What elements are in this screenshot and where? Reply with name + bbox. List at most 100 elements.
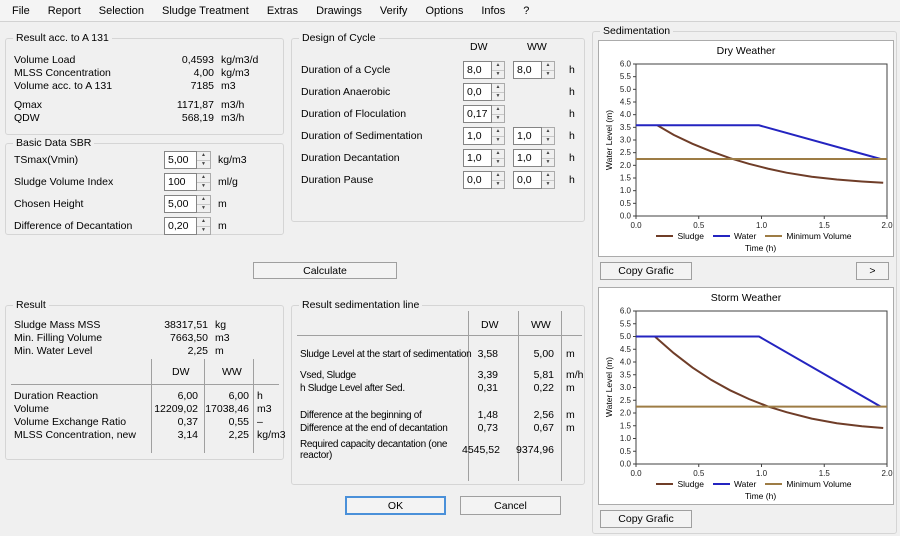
sedimentation-ww-input[interactable] xyxy=(513,127,542,145)
menu-extras[interactable]: Extras xyxy=(266,4,299,17)
spin-up-icon[interactable]: ▲ xyxy=(542,150,554,159)
next-grafic-button[interactable]: > xyxy=(856,262,889,280)
menu-report[interactable]: Report xyxy=(47,4,81,17)
menu-sludge-treatment[interactable]: Sludge Treatment xyxy=(162,4,249,17)
group-title: Result sedimentation line xyxy=(299,299,423,311)
menu-options[interactable]: Options xyxy=(425,4,464,17)
dw-value: 0,31 xyxy=(477,382,498,394)
sedimentation-dw-input[interactable] xyxy=(463,127,492,145)
cycle-dw-input[interactable] xyxy=(463,61,492,79)
result-table-row: Volume 12209,02 17038,46 m3 xyxy=(14,403,272,415)
copy-grafic-top-button[interactable]: Copy Grafic xyxy=(600,262,692,280)
decantation-dw-input[interactable] xyxy=(463,149,492,167)
menu-verify[interactable]: Verify xyxy=(379,4,408,17)
spin-down-icon[interactable]: ▼ xyxy=(545,180,551,187)
legend-item: Sludge xyxy=(656,231,704,241)
svg-text:1.0: 1.0 xyxy=(620,186,632,195)
spin-up-icon[interactable]: ▲ xyxy=(197,218,210,227)
spin-down-icon[interactable]: ▼ xyxy=(201,226,206,233)
spin-up-icon[interactable]: ▲ xyxy=(492,150,504,159)
dw-value: 4545,52 xyxy=(462,444,500,456)
spin-up-icon[interactable]: ▲ xyxy=(492,128,504,137)
basic-row-height: Chosen Height ▲▼ m xyxy=(6,195,283,213)
pause-dw-spin-edit: ▲▼ xyxy=(463,171,505,189)
svg-text:3.5: 3.5 xyxy=(620,123,632,132)
spin-up-icon[interactable]: ▲ xyxy=(197,174,210,183)
unit: kg/m3 xyxy=(257,429,286,441)
spin-down-icon[interactable]: ▼ xyxy=(201,160,206,167)
legend-dash-icon xyxy=(656,483,674,485)
menu-drawings[interactable]: Drawings xyxy=(316,4,362,17)
height-input[interactable] xyxy=(164,195,197,213)
spin-up-icon[interactable]: ▲ xyxy=(197,152,210,161)
sed-table-row: Vsed, Sludge 3,39 5,81 m/h xyxy=(300,369,584,381)
ok-button[interactable]: OK xyxy=(345,496,446,515)
anaerobic-dw-input[interactable] xyxy=(463,83,492,101)
result-row-sludge-mass: Sludge Mass MSS 38317,51 kg xyxy=(14,319,227,331)
spin-down-icon[interactable]: ▼ xyxy=(545,136,551,143)
svg-text:5.0: 5.0 xyxy=(620,332,632,341)
legend-label: Minimum Volume xyxy=(786,231,852,241)
ww-value: 9374,96 xyxy=(516,444,554,456)
spin-up-icon[interactable]: ▲ xyxy=(492,106,504,115)
copy-grafic-bottom-button[interactable]: Copy Grafic xyxy=(600,510,692,528)
spin-up-icon[interactable]: ▲ xyxy=(492,84,504,93)
spin-up-icon[interactable]: ▲ xyxy=(197,196,210,205)
unit: h xyxy=(569,174,575,186)
spin-up-icon[interactable]: ▲ xyxy=(542,62,554,71)
decantation-ww-input[interactable] xyxy=(513,149,542,167)
spin-down-icon[interactable]: ▼ xyxy=(495,180,501,187)
svg-text:6.0: 6.0 xyxy=(620,60,632,69)
value: 568,19 xyxy=(181,112,214,124)
dw-value: 0,37 xyxy=(177,416,198,428)
dry-weather-plot: 0.0 0.5 1.0 1.5 2.0 2.5 3.0 3.5 4.0 4.5 5.0 5.5 6.0 0… xyxy=(620,60,893,231)
cycle-ww-input[interactable] xyxy=(513,61,542,79)
menu-infos[interactable]: Infos xyxy=(481,4,506,17)
chart-storm-weather: Storm Weather Water Level (m) 0.0 0.5 1.0 1… xyxy=(598,287,894,505)
spin-down-icon[interactable]: ▼ xyxy=(495,114,501,121)
svg-text:1.0: 1.0 xyxy=(756,221,768,230)
dw-value: 6,00 xyxy=(177,390,198,402)
pause-ww-input[interactable] xyxy=(513,171,542,189)
svi-input[interactable] xyxy=(164,173,197,191)
svg-text:1.5: 1.5 xyxy=(819,221,831,230)
tsmax-input[interactable] xyxy=(164,151,197,169)
chart-legend: Sludge Water Minimum Volume xyxy=(619,231,889,241)
spin-down-icon[interactable]: ▼ xyxy=(201,182,206,189)
result-table-row: Duration Reaction 6,00 6,00 h xyxy=(14,390,263,402)
spin-down-icon[interactable]: ▼ xyxy=(495,136,501,143)
table-divider xyxy=(297,335,582,336)
spin-down-icon[interactable]: ▼ xyxy=(495,92,501,99)
cycle-row-anaerobic: Duration Anaerobic ▲▼ h xyxy=(292,83,584,101)
spin-up-icon[interactable]: ▲ xyxy=(542,128,554,137)
unit: h xyxy=(257,390,263,402)
menu-help[interactable]: ? xyxy=(523,4,530,17)
svg-text:2.0: 2.0 xyxy=(881,221,893,230)
svg-text:5.5: 5.5 xyxy=(620,72,632,81)
pause-dw-input[interactable] xyxy=(463,171,492,189)
sedimentation-ww-spin-edit: ▲▼ xyxy=(513,127,555,145)
spin-down-icon[interactable]: ▼ xyxy=(545,70,551,77)
ww-value: 0,67 xyxy=(533,422,554,434)
basic-row-decantation-diff: Difference of Decantation ▲▼ m xyxy=(6,217,283,235)
unit: m xyxy=(218,220,227,232)
spin-up-icon[interactable]: ▲ xyxy=(492,62,504,71)
cancel-button[interactable]: Cancel xyxy=(460,496,561,515)
floculation-dw-input[interactable] xyxy=(463,105,492,123)
spin-down-icon[interactable]: ▼ xyxy=(545,158,551,165)
spin-down-icon[interactable]: ▼ xyxy=(495,158,501,165)
unit: m3/h xyxy=(221,112,245,124)
spin-up-icon[interactable]: ▲ xyxy=(542,172,554,181)
sed-table-row: Sludge Level at the start of sedimentati… xyxy=(300,348,575,360)
decantation-diff-input[interactable] xyxy=(164,217,197,235)
spin-up-icon[interactable]: ▲ xyxy=(492,172,504,181)
unit: kg/m3 xyxy=(218,154,247,166)
spin-down-icon[interactable]: ▼ xyxy=(201,204,206,211)
menu-selection[interactable]: Selection xyxy=(98,4,145,17)
spin-down-icon[interactable]: ▼ xyxy=(495,70,501,77)
menu-file[interactable]: File xyxy=(12,4,30,17)
calculate-button[interactable]: Calculate xyxy=(253,262,397,279)
unit: m3 xyxy=(221,80,236,92)
table-divider xyxy=(468,311,469,481)
unit: – xyxy=(257,416,263,428)
